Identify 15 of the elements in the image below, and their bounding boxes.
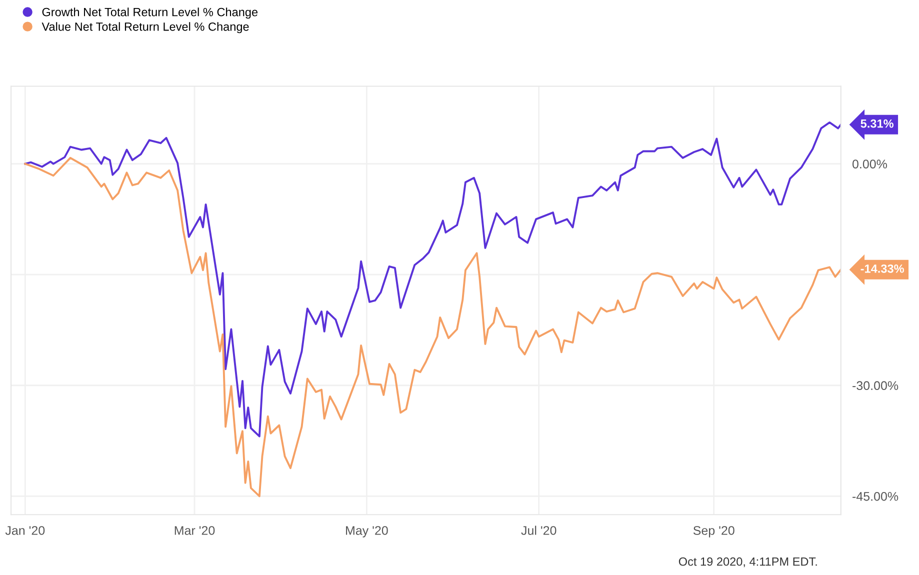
x-tick-label: Mar '20 <box>174 526 215 535</box>
annotation: 5.31% <box>860 119 894 128</box>
legend-label: Value Net Total Return Level % Change <box>42 22 249 34</box>
x-tick-label: May '20 <box>346 526 388 538</box>
text: Oct 19 2020, 4:11PM EDT. <box>678 557 817 568</box>
x-tick-label: Sep '20 <box>693 526 734 538</box>
annotation: -14.33% <box>860 264 904 273</box>
y-tick-label: 0.00% <box>852 160 887 168</box>
line-series <box>24 121 841 438</box>
y-tick-label: -30.00% <box>852 381 898 390</box>
line-series <box>24 156 841 498</box>
x-tick-label: Jan '20 <box>5 526 45 535</box>
y-tick-label: -45.00% <box>852 492 898 501</box>
x-tick-label: Jul '20 <box>521 526 556 535</box>
legend-label: Growth Net Total Return Level % Change <box>42 8 258 19</box>
